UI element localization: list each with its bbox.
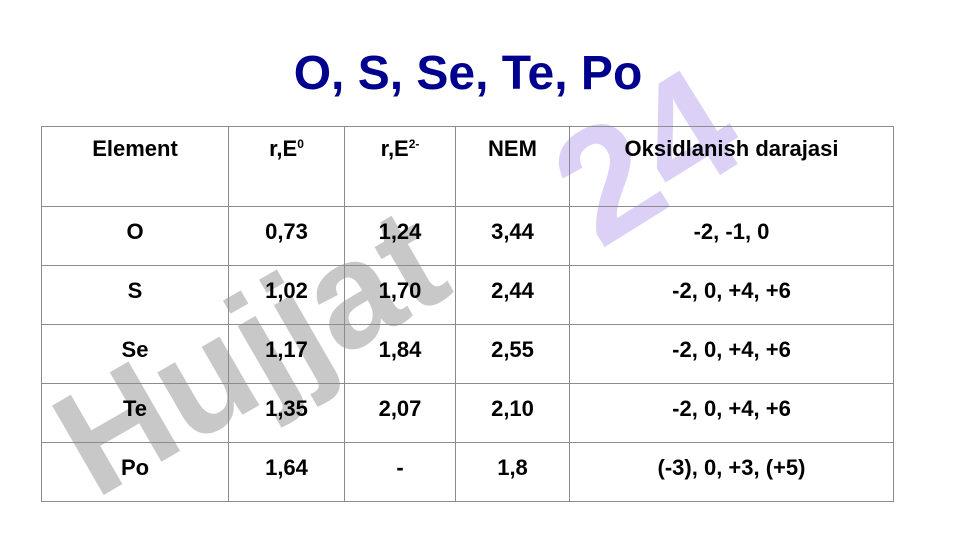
table-row: Po 1,64-1,8 (-3), 0, +3, (+5) xyxy=(41,442,894,502)
table-cell: 2,44 xyxy=(455,265,570,325)
table-cell: 1,70 xyxy=(344,265,456,325)
table-row: S 1,02 1,70 2,44 -2, 0, +4, +6 xyxy=(41,265,894,325)
table-row: Se 1,17 1,84 2,55 -2, 0, +4, +6 xyxy=(41,324,894,384)
table-cell: - xyxy=(344,442,456,502)
table-cell: -2, 0, +4, +6 xyxy=(569,383,894,443)
header-text: r,E xyxy=(380,136,409,161)
title: O, S, Se, Te, Po xyxy=(293,47,643,100)
table-cell: 1,17 xyxy=(228,324,345,384)
header-text: r,E xyxy=(269,136,298,161)
table-body: O 0,73 1,24 3,44 -2, -1, 0 S 1,02 1,70 2,44 -2, 0… xyxy=(41,206,894,502)
table-cell: 1,8 xyxy=(455,442,570,502)
table-cell: (-3), 0, +3, (+5) xyxy=(569,442,894,502)
table-cell: 2,10 xyxy=(455,383,570,443)
header-superscript: 2- xyxy=(408,137,420,151)
table-cell: 0,73 xyxy=(228,206,345,266)
table-cell: -2, 0, +4, +6 xyxy=(569,265,894,325)
table-cell: -2, -1, 0 xyxy=(569,206,894,266)
header-cell: r,E2- xyxy=(344,126,456,207)
table-row: Te 1,35 2,07 2,10 -2, 0, +4, +6 xyxy=(41,383,894,443)
table-cell: O xyxy=(41,206,229,266)
table-cell: 1,24 xyxy=(344,206,456,266)
table-cell: 1,84 xyxy=(344,324,456,384)
table-row: O 0,73 1,24 3,44 -2, -1, 0 xyxy=(41,206,894,266)
table-cell: S xyxy=(41,265,229,325)
header-cell: Element xyxy=(41,126,229,207)
table-cell: 1,02 xyxy=(228,265,345,325)
header-cell: NEM xyxy=(455,126,570,207)
header-superscript: 0 xyxy=(297,137,304,151)
table-cell: 3,44 xyxy=(455,206,570,266)
table-cell: -2, 0, +4, +6 xyxy=(569,324,894,384)
table-cell: 2,55 xyxy=(455,324,570,384)
table: Element r,E0 r,E2- NEM Oksidlanish darajasi … xyxy=(41,126,894,502)
table-cell: Te xyxy=(41,383,229,443)
header-cell: Oksidlanish darajasi xyxy=(569,126,894,207)
header-row: Element r,E0 r,E2- NEM Oksidlanish darajasi xyxy=(41,126,894,207)
table-cell: 1,35 xyxy=(228,383,345,443)
header-text: Element xyxy=(92,136,178,161)
table-cell: 1,64 xyxy=(228,442,345,502)
header-cell: r,E0 xyxy=(228,126,345,207)
table-cell: Se xyxy=(41,324,229,384)
table-cell: 2,07 xyxy=(344,383,456,443)
table-cell: Po xyxy=(41,442,229,502)
header-text: Oksidlanish darajasi xyxy=(624,136,839,161)
header-text: NEM xyxy=(488,136,537,161)
